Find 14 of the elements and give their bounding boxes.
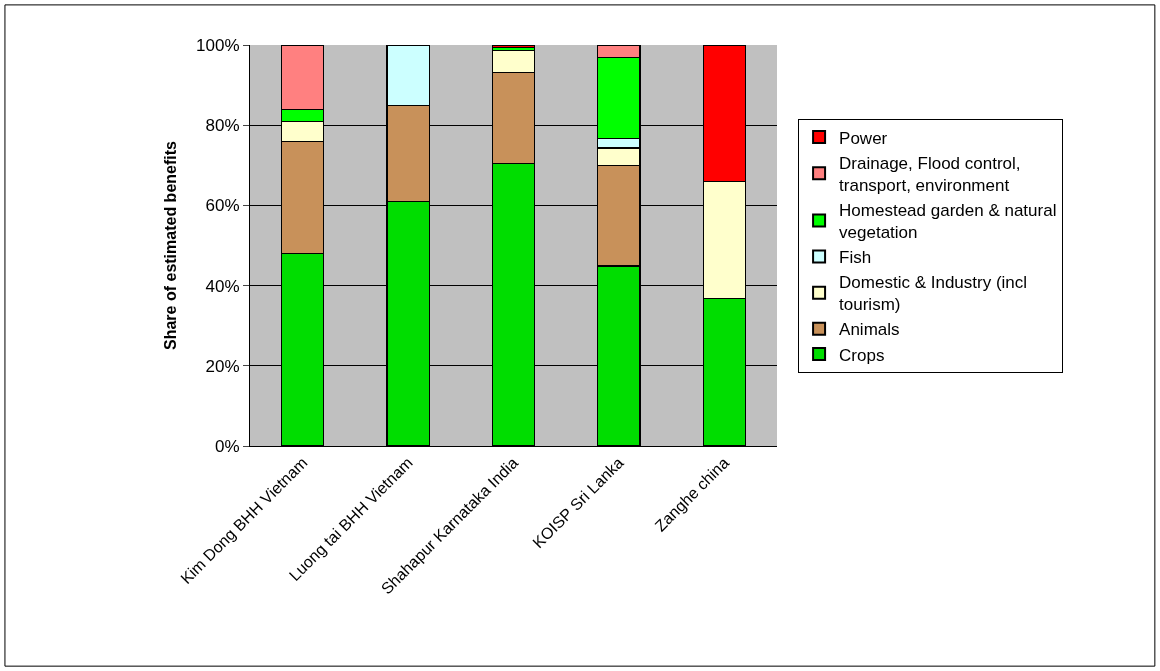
legend-label: Power (839, 128, 888, 148)
legend-label: Animals (839, 320, 900, 340)
y-tick-label: 80% (205, 116, 240, 136)
y-tick-label: 20% (205, 356, 240, 376)
y-tick-label: 60% (205, 196, 240, 216)
y-tick-label: 100% (196, 35, 240, 55)
y-tick-label: 40% (205, 276, 240, 296)
legend-label: Homestead garden & natural vegetation (839, 200, 1057, 243)
legend-label: Domestic & Industry (incl tourism) (839, 273, 1028, 315)
legend-label: Fish (839, 248, 872, 268)
legend-label: Drainage, Flood control, transport, environment (839, 153, 1021, 195)
legend-label: Crops (839, 345, 885, 365)
y-tick-label: 0% (215, 436, 240, 456)
y-axis-title: Share of estimated benefits (162, 140, 180, 350)
